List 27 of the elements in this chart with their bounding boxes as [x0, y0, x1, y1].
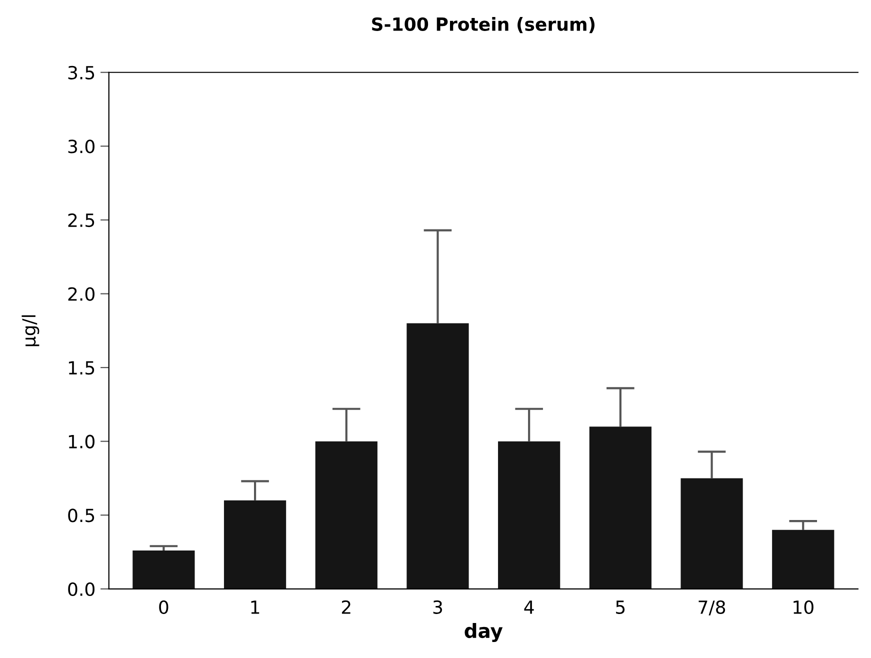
y-tick-label: 3.0: [68, 140, 94, 154]
bar: [772, 530, 834, 589]
y-tick-label: 2.5: [68, 213, 94, 228]
x-tick-label: 5: [616, 600, 625, 614]
y-tick-label: 0.0: [68, 582, 94, 596]
bar: [680, 478, 743, 589]
x-tick-label: 3: [433, 600, 442, 614]
x-tick-label: 0: [159, 600, 168, 614]
chart-title: S-100 Protein (serum): [372, 16, 594, 34]
bar: [406, 323, 469, 589]
y-axis-title: µg/l: [22, 315, 40, 346]
y-tick-label: 0.5: [68, 508, 94, 522]
x-axis-title: day: [464, 623, 503, 642]
bar: [498, 441, 560, 589]
x-tick-label: 10: [794, 600, 814, 614]
x-tick-label: 4: [524, 600, 534, 614]
bar: [224, 500, 286, 589]
bar: [589, 426, 652, 589]
y-tick-label: 2.0: [68, 287, 94, 301]
bar: [315, 441, 378, 589]
bar: [132, 550, 195, 589]
y-tick-label: 1.5: [68, 361, 94, 375]
x-tick-label: 2: [342, 600, 350, 614]
y-tick-label: 3.5: [68, 66, 94, 80]
x-tick-label: 7/8: [698, 600, 726, 616]
y-tick-label: 1.0: [68, 434, 94, 448]
x-tick-label: 1: [251, 600, 260, 614]
